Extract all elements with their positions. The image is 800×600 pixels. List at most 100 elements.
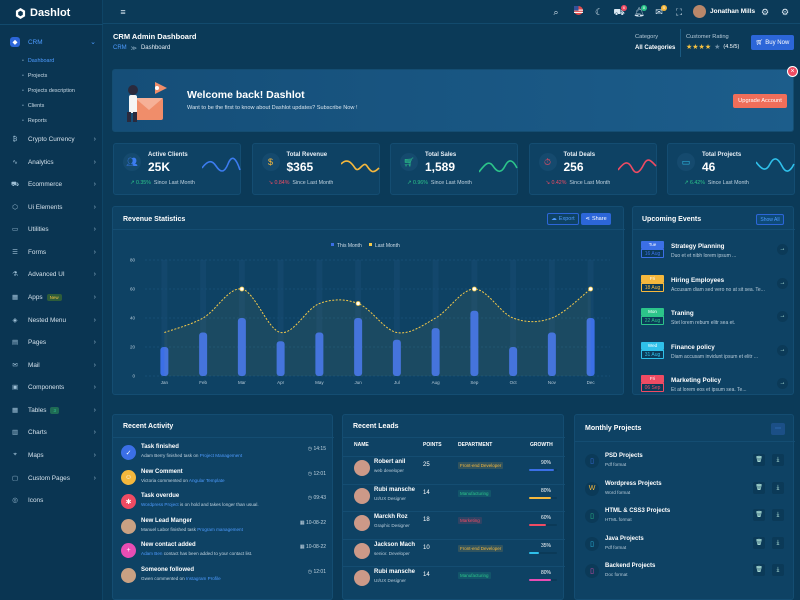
sidebar-item[interactable]: ✉ Mail ›: [0, 358, 103, 372]
activity-link[interactable]: Program management: [197, 526, 243, 532]
more-icon[interactable]: ⋯: [771, 423, 785, 435]
stat-card: ▭ Total Projects 46 ↗ 6.42% Since Last M…: [667, 143, 795, 195]
sidebar-item[interactable]: ∿ Analytics ›: [0, 155, 103, 169]
activity-time: ◷ 09:43: [308, 495, 326, 501]
table-row[interactable]: Rubi mansche UI/UX Designer 14 Manufactu…: [343, 566, 565, 592]
arrow-right-icon[interactable]: →: [777, 244, 788, 255]
bell-icon[interactable]: 🔔︎: [633, 7, 645, 17]
sidebar-item[interactable]: ⚗ Advanced UI ›: [0, 267, 103, 281]
activity-item[interactable]: + New contact added Adam Ben contact has…: [121, 542, 326, 562]
events-title: Upcoming Events: [642, 216, 702, 223]
close-icon[interactable]: ×: [787, 66, 798, 77]
flag-icon[interactable]: [572, 6, 584, 18]
project-item[interactable]: W Wordpress Projects Word format 🗑︎ ⤓: [583, 479, 788, 504]
event-item[interactable]: Tue 16 Aug Strategy Planning Duo et et n…: [641, 241, 789, 265]
table-row[interactable]: Marckh Roz Graphic Designer 18 Marketing…: [343, 511, 565, 537]
chat-icon[interactable]: ✉: [655, 7, 663, 17]
avatar: [121, 567, 136, 583]
event-item[interactable]: Fri 06 Sep Marketing Policy Et at lorem …: [641, 375, 789, 399]
download-icon[interactable]: ⤓: [772, 509, 784, 521]
project-item[interactable]: ▯ Backend Projects Doc format 🗑︎ ⤓: [583, 561, 788, 586]
arrow-right-icon[interactable]: →: [777, 277, 788, 289]
sidebar-subitem[interactable]: Clients: [22, 103, 44, 109]
user-name[interactable]: Jonathan Mills: [710, 8, 756, 15]
activity-item[interactable]: ✱ Task overdue Wordpress Project is on h…: [121, 493, 326, 513]
download-icon[interactable]: ⤓: [772, 481, 784, 494]
sidebar-subitem[interactable]: Reports: [22, 118, 47, 124]
buy-now-button[interactable]: 🛒︎ Buy Now: [751, 35, 794, 50]
trash-icon[interactable]: 🗑︎: [753, 509, 765, 521]
sidebar-item[interactable]: ▦ Tables 3 ›: [0, 403, 103, 417]
arrow-right-icon[interactable]: →: [777, 344, 788, 356]
sidebar-item[interactable]: ▤ Pages ›: [0, 335, 103, 349]
sidebar-item-crm[interactable]: ◆ CRM ⌄: [0, 35, 103, 49]
trash-icon[interactable]: 🗑︎: [753, 481, 765, 494]
event-title: Finance policy: [671, 343, 715, 351]
share-button[interactable]: ⋖ Share: [581, 213, 611, 225]
trash-icon[interactable]: 🗑︎: [753, 536, 765, 549]
sidebar-item[interactable]: ▦ Apps New ›: [0, 290, 103, 304]
activity-item[interactable]: ✓ Task finished Adam Berry finished task…: [121, 444, 326, 464]
sidebar-subitem[interactable]: Projects: [22, 73, 47, 79]
download-icon[interactable]: ⤓: [772, 454, 784, 466]
activity-item[interactable]: ☺ New Comment Victoria commented on Angu…: [121, 469, 326, 489]
gear-icon[interactable]: ⚙: [780, 7, 790, 17]
breadcrumb-crm[interactable]: CRM: [113, 45, 127, 51]
activity-link[interactable]: Wordpress Project: [141, 502, 179, 507]
settings-icon[interactable]: ⚙: [760, 7, 770, 17]
trash-icon[interactable]: 🗑︎: [753, 564, 765, 576]
sidebar-subitem[interactable]: Projects description: [22, 88, 75, 94]
sidebar-item[interactable]: ▣ Components ›: [0, 380, 103, 394]
sidebar-item[interactable]: ⛟ Ecommerce ›: [0, 177, 103, 191]
table-row[interactable]: Robert anil web developer 25 Front-end D…: [343, 456, 565, 482]
event-item[interactable]: Mon 22 Aug Traning Stet lorem rebum elit…: [641, 308, 789, 332]
project-item[interactable]: ▯ PSD Projects Pdf format 🗑︎ ⤓: [583, 451, 788, 476]
export-button[interactable]: ☁ Export: [547, 213, 579, 225]
legend-this-month: This Month: [337, 243, 362, 249]
table-row[interactable]: Rubi mansche UI/UX Designer 14 Manufactu…: [343, 483, 565, 510]
search-icon[interactable]: ⌕: [553, 7, 559, 17]
activity-item[interactable]: New Lead Manger Manuel Labor finished ta…: [121, 518, 326, 538]
stat-card: 🛒︎ Total Sales 1,589 ↗ 0.96% Since Last …: [390, 143, 518, 195]
sidebar-item-label: Ui Elements: [28, 203, 63, 211]
sidebar-item[interactable]: ▢ Custom Pages ›: [0, 471, 103, 485]
cart-icon[interactable]: ⛟: [613, 7, 625, 17]
activity-link[interactable]: Adam Ben: [141, 551, 163, 556]
stat-change: ↘ 0.84% Since Last Month: [269, 180, 334, 186]
event-item[interactable]: Fri 18 Aug Hiring Employees Accusam diam…: [641, 274, 789, 299]
arrow-right-icon[interactable]: →: [777, 378, 788, 389]
sidebar-item[interactable]: ⬡ Ui Elements ›: [0, 200, 103, 214]
avatar[interactable]: [693, 5, 706, 18]
download-icon[interactable]: ⤓: [772, 536, 784, 549]
menu-toggle-icon[interactable]: ≡: [120, 7, 126, 17]
sidebar-subitem[interactable]: Dashboard: [22, 58, 54, 64]
app-logo[interactable]: Dashlot: [15, 6, 70, 20]
sidebar-item[interactable]: ◈ Nested Menu ›: [0, 313, 103, 327]
sidebar-item[interactable]: ⌖ Maps ›: [0, 448, 103, 462]
sidebar-item[interactable]: ▥ Charts ›: [0, 425, 103, 439]
sidebar-item[interactable]: ☰ Forms ›: [0, 245, 103, 259]
activity-link[interactable]: Angular Template: [188, 477, 225, 483]
activity-item[interactable]: Someone followed Gwen commented on Insta…: [121, 567, 326, 587]
activity-link[interactable]: Instagram Profile: [185, 575, 221, 581]
sidebar-item[interactable]: ▭ Utilities ›: [0, 222, 103, 236]
event-item[interactable]: Wed 31 Aug Finance policy Diam accusam i…: [641, 341, 789, 366]
show-all-button[interactable]: Show All: [756, 214, 784, 225]
download-icon[interactable]: ⤓: [772, 564, 784, 576]
project-item[interactable]: ▯ HTML & CSS3 Projects HTML format 🗑︎ ⤓: [583, 506, 788, 531]
category-select[interactable]: All Categories: [635, 45, 676, 51]
upgrade-account-button[interactable]: Upgrade Account: [733, 94, 787, 108]
theme-icon[interactable]: ☾: [594, 7, 604, 17]
stat-title: Total Projects: [702, 152, 742, 158]
stat-value: 25K: [148, 160, 171, 174]
fullscreen-icon[interactable]: ⛶: [675, 7, 683, 17]
sidebar-item[interactable]: ◎ Icons: [0, 493, 103, 507]
activity-link[interactable]: Project Management: [199, 453, 243, 458]
sidebar-item[interactable]: ₿ Crypto Currency ›: [0, 132, 103, 146]
table-row[interactable]: Jackson Mach senior. Developer 10 Front-…: [343, 538, 565, 565]
growth-bar: [529, 579, 557, 581]
trash-icon[interactable]: 🗑︎: [753, 454, 765, 466]
arrow-right-icon[interactable]: →: [777, 311, 788, 322]
activity-name: New contact added: [141, 542, 196, 548]
project-item[interactable]: ▯ Java Projects Pdf format 🗑︎ ⤓: [583, 534, 788, 559]
